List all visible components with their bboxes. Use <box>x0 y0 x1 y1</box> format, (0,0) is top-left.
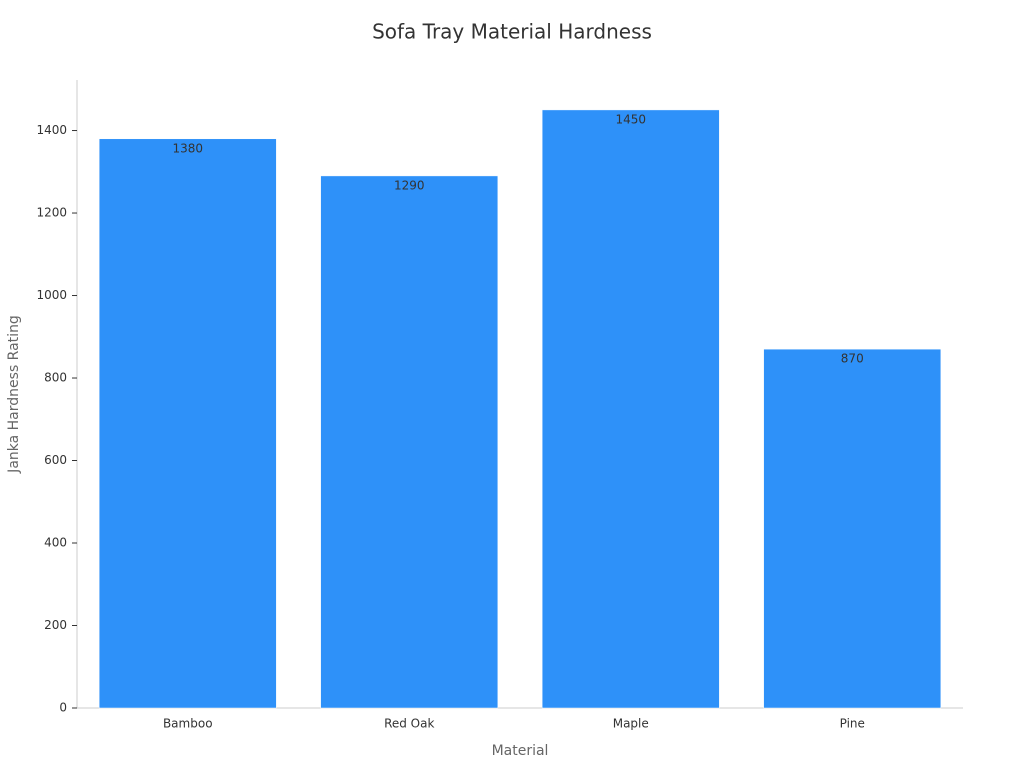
y-tick-label: 1000 <box>36 288 67 302</box>
data-label: 1290 <box>394 178 425 192</box>
y-tick-label: 1400 <box>36 123 67 137</box>
data-label: 1450 <box>615 112 646 126</box>
bar <box>98 138 277 709</box>
y-tick-label: 600 <box>44 453 67 467</box>
data-label: 870 <box>841 352 864 366</box>
bar <box>763 348 942 709</box>
chart-title: Sofa Tray Material Hardness <box>372 20 652 44</box>
y-tick-label: 1200 <box>36 206 67 220</box>
bar <box>541 109 720 709</box>
data-label: 1380 <box>172 141 203 155</box>
x-tick-label: Bamboo <box>163 717 213 731</box>
y-tick-label: 200 <box>44 618 67 632</box>
y-tick-label: 400 <box>44 536 67 550</box>
x-tick-label: Maple <box>613 717 649 731</box>
x-tick-label: Red Oak <box>384 717 434 731</box>
y-axis-label: Janka Hardness Rating <box>6 315 22 474</box>
bar <box>320 175 499 709</box>
x-axis-label: Material <box>492 743 549 759</box>
x-tick-label: Pine <box>840 717 865 731</box>
y-tick-label: 800 <box>44 371 67 385</box>
y-tick-label: 0 <box>59 701 67 715</box>
